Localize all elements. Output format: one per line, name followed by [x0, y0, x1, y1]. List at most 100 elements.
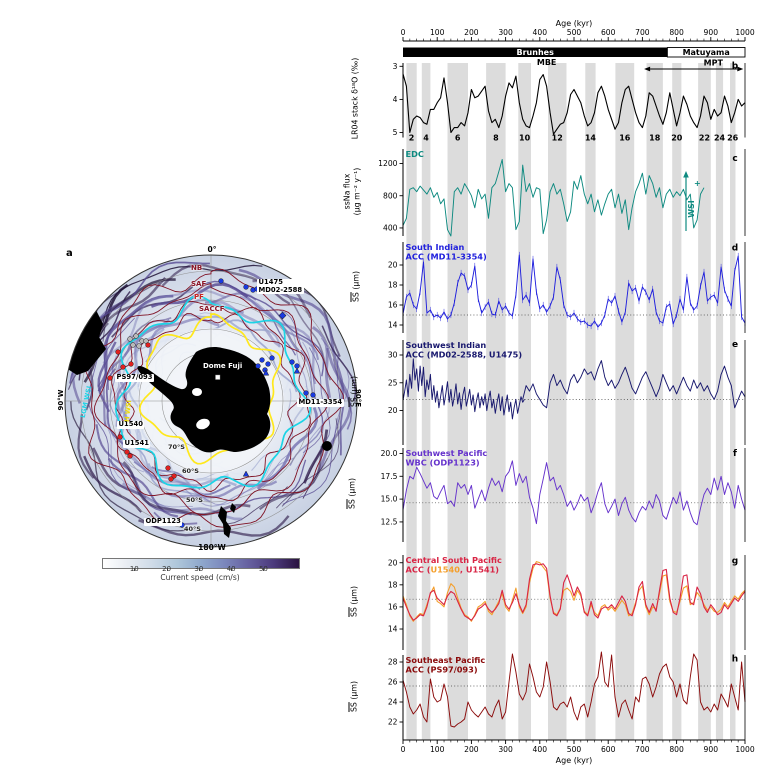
x-tick-label: 0 [401, 28, 406, 37]
panel-title-f: Southwest Pacific [406, 448, 488, 458]
y-tick-label: 28 [388, 658, 398, 667]
y-tick-label: 3 [393, 62, 398, 71]
map-panel-letter: a [66, 248, 73, 259]
front-label-nb: NB [191, 264, 203, 272]
meridian-90w: 90°W [57, 389, 65, 411]
mis-stage-labels: 2 4 6 8 10 12 14 16 18 20 22 24 26 [409, 134, 739, 143]
glacial-band [518, 63, 531, 740]
front-line-saccf [123, 313, 301, 492]
glacial-band [646, 63, 663, 740]
meridian-0: 0° [207, 245, 217, 254]
panel-letter-g: g [732, 557, 738, 567]
y-tick-label: 24 [388, 698, 398, 707]
site-marker-triangle [293, 367, 301, 374]
ice-edge-lgm-wsi [114, 295, 312, 489]
site-marker [165, 465, 171, 471]
colorbar-tick-label: 10 [129, 565, 139, 573]
matuyama-bar [666, 47, 746, 58]
site-marker [310, 392, 316, 398]
site-marker [107, 375, 113, 381]
mis-stage-label: 16 [619, 134, 631, 143]
mis-stage-label: 20 [671, 134, 683, 143]
glacial-band [730, 63, 736, 740]
site-marker [255, 363, 261, 369]
site-marker [124, 449, 130, 455]
y-tick-label: 18 [388, 580, 398, 589]
panel-title-f: WBC (ODP1123) [406, 458, 480, 468]
land-edge-2 [322, 441, 332, 451]
y-tick-label: 4 [393, 95, 398, 104]
x-tick-label: 200 [464, 745, 479, 754]
colorbar-tick [198, 568, 200, 571]
x-tick-label: 500 [567, 745, 582, 754]
panel-title-d: South Indian [406, 242, 465, 252]
site-marker [127, 336, 133, 342]
series-EDC ssNa flux [402, 159, 705, 237]
x-tick-label: 100 [430, 28, 445, 37]
y-tick-label: 800 [383, 191, 398, 200]
colorbar [102, 558, 300, 569]
panel-title-e: Southwest Indian [406, 340, 487, 350]
mpt-label: MPT [704, 59, 724, 68]
parallel-label: 70°S [168, 443, 185, 451]
site-marker [289, 359, 295, 365]
panel-letter-d: d [732, 244, 738, 254]
panel-letter-e: e [732, 340, 738, 350]
panel-b: 3 4 5 b [393, 62, 746, 138]
x-tick-label: 300 [498, 745, 513, 754]
site-markers [107, 278, 316, 528]
dome-fuji-label: Dome Fuji [203, 362, 243, 370]
mis-stage-label: 26 [727, 134, 739, 143]
glacial-band [585, 63, 596, 740]
glacial-band [698, 63, 711, 740]
colorbar-tick-label: 30 [194, 565, 204, 573]
site-label-u1541: U1541 [123, 439, 151, 448]
panel-title-g: Central South Pacific [406, 555, 503, 565]
panel-title-c: EDC [406, 149, 424, 159]
colorbar-tick-label: 40 [226, 565, 236, 573]
x-tick-label: 300 [498, 28, 513, 37]
site-label-odp1123: ODP1123 [144, 517, 183, 526]
site-marker [133, 333, 139, 339]
site-marker [265, 361, 271, 367]
y-tick-label: 30 [388, 351, 398, 360]
x-axes: 0 0 100 100 200 200 300 300 400 400 500 500 600 600 70… [401, 28, 755, 754]
colorbar-tick-label: 50 [258, 565, 268, 573]
site-marker [168, 476, 174, 482]
wsi-label: WSI [687, 200, 696, 218]
glacial-band [406, 63, 417, 740]
x-tick-label: 1000 [735, 745, 754, 754]
front-line-pf [111, 300, 311, 502]
colorbar-tick [231, 568, 233, 571]
bottom-axis-title: Age (kyr) [555, 756, 593, 765]
series-ODP1123 [402, 460, 746, 526]
x-tick-label: 700 [635, 28, 650, 37]
glacial-band [486, 63, 506, 740]
y-tick-label: 1200 [378, 159, 397, 168]
y-tick-label: 14 [388, 625, 398, 634]
y-tick-label: 26 [388, 678, 398, 687]
y-tick-label: 20 [388, 558, 398, 567]
map-content [65, 255, 357, 547]
antarctica [137, 347, 271, 453]
series-U1475 [522, 360, 746, 409]
colorbar-label: Current speed (cm/s) [160, 573, 240, 582]
site-marker [218, 278, 224, 284]
x-tick-label: 900 [704, 28, 719, 37]
site-marker [269, 355, 275, 361]
mis-stage-label: 4 [423, 134, 429, 143]
matuyama-label: Matuyama [683, 48, 730, 57]
colorbar-tick [263, 568, 265, 571]
y-tick-label: 12.5 [381, 518, 398, 527]
y-tick-label: 14 [388, 321, 398, 330]
colorbar-tick [134, 568, 136, 571]
glacial-band [421, 63, 431, 740]
panel-letter-b: b [732, 62, 739, 72]
front-label-pf: PF [194, 293, 204, 301]
